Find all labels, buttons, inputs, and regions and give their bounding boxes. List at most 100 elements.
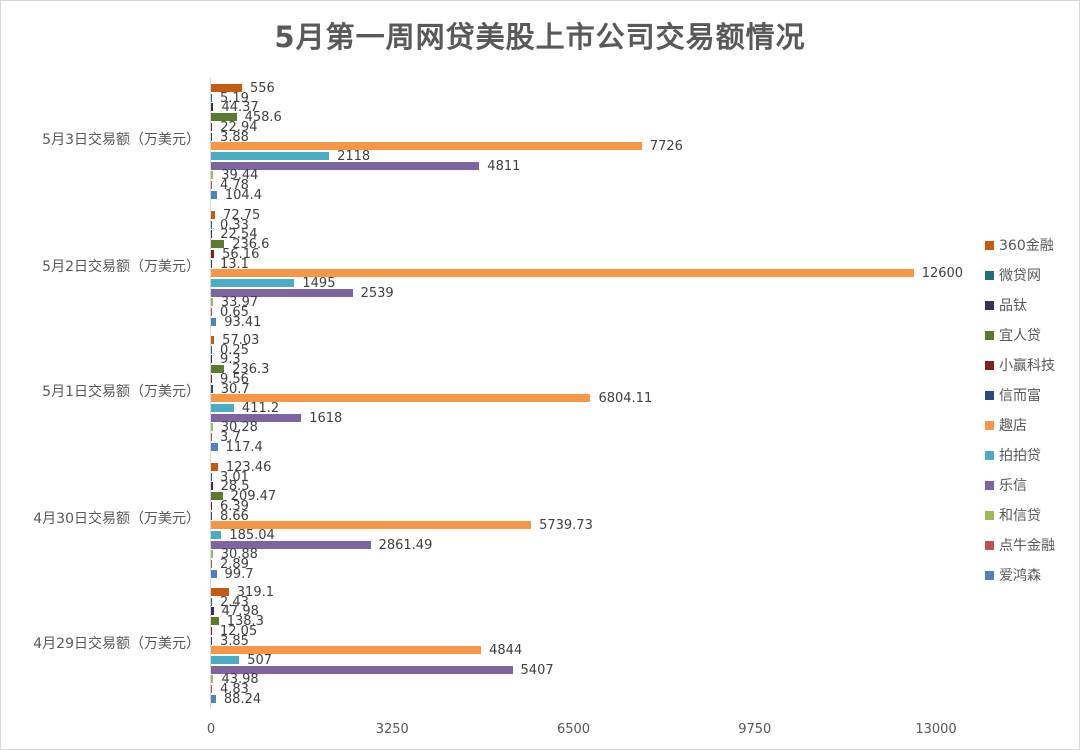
data-label: 72.75 bbox=[223, 208, 261, 223]
bar bbox=[211, 588, 229, 596]
legend-item: 点牛金融 bbox=[985, 530, 1055, 560]
legend-item: 乐信 bbox=[985, 470, 1055, 500]
data-label: 0.33 bbox=[220, 217, 249, 233]
data-label: 123.46 bbox=[225, 460, 272, 475]
data-label: 56.16 bbox=[222, 246, 260, 262]
data-label: 8.66 bbox=[220, 508, 249, 524]
bar bbox=[211, 103, 214, 112]
data-label: 43.98 bbox=[221, 672, 259, 688]
category-label: 5月3日交易额（万美元） bbox=[42, 132, 200, 148]
bar bbox=[211, 374, 212, 383]
bar bbox=[211, 463, 218, 471]
bar bbox=[211, 394, 591, 403]
data-label: 4844 bbox=[489, 643, 523, 659]
data-label: 5407 bbox=[520, 662, 554, 678]
legend-swatch-icon bbox=[985, 450, 994, 460]
legend-swatch-icon bbox=[985, 390, 994, 400]
data-label: 88.24 bbox=[223, 691, 262, 707]
data-label: 411.2 bbox=[241, 400, 280, 416]
bar bbox=[211, 675, 214, 684]
data-label: 9.56 bbox=[220, 371, 249, 387]
category-label: 5月2日交易额（万美元） bbox=[42, 259, 200, 275]
legend-item: 爱鸿森 bbox=[985, 560, 1055, 590]
bar bbox=[211, 298, 213, 307]
category-label: 5月1日交易额（万美元） bbox=[42, 384, 200, 400]
data-label: 0.25 bbox=[220, 342, 249, 358]
legend-swatch-icon bbox=[985, 360, 994, 370]
data-label: 33.97 bbox=[220, 295, 259, 311]
legend-item: 和信贷 bbox=[985, 500, 1055, 530]
legend-swatch-icon bbox=[985, 240, 994, 250]
legend-item: 微贷网 bbox=[985, 260, 1055, 290]
bar bbox=[211, 288, 353, 297]
data-label: 556 bbox=[250, 81, 275, 96]
data-label: 185.04 bbox=[229, 527, 275, 543]
bar bbox=[211, 220, 212, 229]
legend-swatch-icon bbox=[985, 540, 994, 550]
data-label: 22.94 bbox=[220, 119, 258, 135]
legend-swatch-icon bbox=[985, 300, 994, 310]
bar bbox=[211, 384, 213, 393]
legend: 360金融 微贷网 品钛 宜人贷 小赢科技 信而富 趣店 拍拍贷 乐信 和信贷 点牛金融 爱鸿森 bbox=[985, 230, 1055, 590]
legend-swatch-icon bbox=[985, 270, 994, 280]
data-label: 117.4 bbox=[225, 439, 263, 455]
bar bbox=[211, 355, 212, 364]
bar bbox=[211, 521, 532, 530]
data-label: 6804.11 bbox=[598, 391, 653, 407]
legend-item: 360金融 bbox=[985, 230, 1055, 260]
legend-swatch-icon bbox=[985, 480, 994, 490]
data-label: 93.41 bbox=[224, 314, 262, 330]
data-label: 138.3 bbox=[226, 614, 264, 630]
legend-label: 360金融 bbox=[999, 238, 1054, 254]
bar bbox=[211, 190, 217, 199]
bar bbox=[211, 365, 225, 374]
legend-label: 品钛 bbox=[999, 298, 1027, 314]
bar bbox=[211, 626, 212, 635]
bar bbox=[211, 171, 214, 180]
data-label: 236.6 bbox=[232, 237, 270, 253]
legend-label: 乐信 bbox=[999, 478, 1027, 494]
data-label: 2.89 bbox=[220, 557, 249, 572]
x-tick-label: 6500 bbox=[556, 722, 591, 737]
data-label: 4.83 bbox=[220, 682, 249, 697]
bar bbox=[211, 113, 237, 122]
bar bbox=[211, 501, 212, 510]
legend-item: 信而富 bbox=[985, 380, 1055, 410]
bar bbox=[211, 636, 212, 645]
data-label: 7726 bbox=[649, 139, 683, 155]
legend-swatch-icon bbox=[985, 570, 994, 580]
legend-item: 品钛 bbox=[985, 290, 1055, 320]
legend-item: 宜人贷 bbox=[985, 320, 1055, 350]
data-label: 44.37 bbox=[221, 100, 259, 116]
legend-label: 微贷网 bbox=[999, 268, 1041, 284]
data-label: 0.65 bbox=[220, 305, 249, 320]
bar bbox=[211, 646, 482, 655]
bar bbox=[211, 482, 213, 491]
data-label: 6.39 bbox=[220, 498, 249, 514]
data-label: 5739.73 bbox=[539, 518, 593, 534]
data-label: 13.1 bbox=[220, 256, 249, 272]
data-label: 458.6 bbox=[244, 110, 282, 126]
legend-item: 小赢科技 bbox=[985, 350, 1055, 380]
x-tick-label: 13000 bbox=[915, 722, 957, 737]
bar bbox=[211, 84, 242, 92]
legend-item: 趣店 bbox=[985, 410, 1055, 440]
legend-swatch-icon bbox=[985, 420, 994, 430]
bar bbox=[211, 336, 215, 344]
legend-label: 爱鸿森 bbox=[999, 568, 1041, 584]
category-label: 4月29日交易额（万美元） bbox=[33, 636, 200, 652]
data-label: 9.3 bbox=[220, 352, 241, 368]
bar bbox=[211, 403, 234, 412]
data-label: 319.1 bbox=[236, 585, 274, 600]
bar bbox=[211, 317, 217, 326]
bar bbox=[211, 211, 216, 219]
bar bbox=[211, 122, 213, 131]
legend-label: 小赢科技 bbox=[999, 358, 1055, 374]
data-label: 3.7 bbox=[220, 430, 241, 445]
bar bbox=[211, 181, 212, 189]
data-label: 12600 bbox=[921, 266, 964, 282]
bar bbox=[211, 269, 914, 278]
data-label: 57.03 bbox=[222, 333, 260, 348]
bar bbox=[211, 569, 217, 578]
